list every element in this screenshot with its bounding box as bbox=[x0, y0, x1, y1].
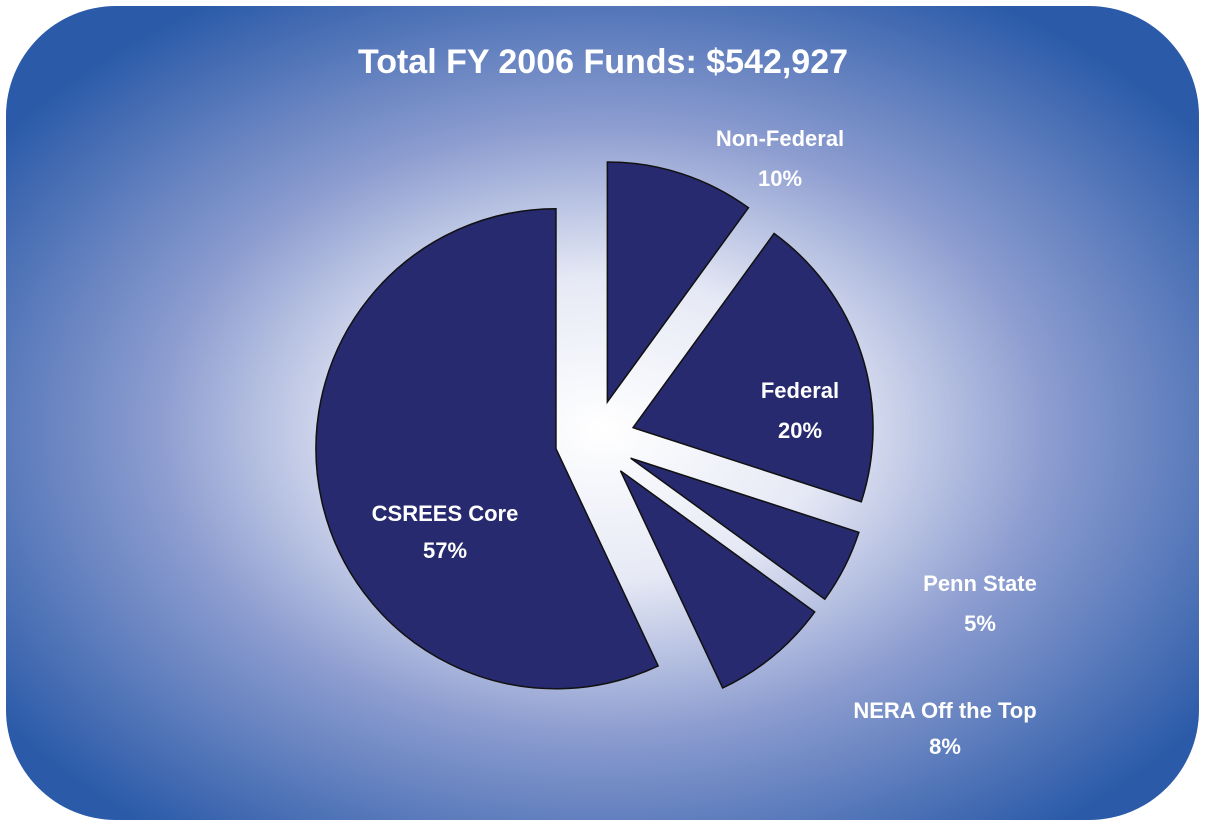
slice-value-label: 10% bbox=[758, 166, 802, 191]
pie-slice bbox=[630, 457, 860, 601]
slice-label: Penn State bbox=[923, 571, 1037, 596]
pie-slice bbox=[315, 207, 660, 690]
pie-slice bbox=[606, 161, 750, 405]
slice-label: Federal bbox=[761, 378, 839, 403]
pie-slice bbox=[619, 470, 816, 689]
slice-value-label: 5% bbox=[964, 611, 996, 636]
slice-label: Non-Federal bbox=[716, 126, 844, 151]
background bbox=[6, 6, 1199, 820]
slice-value-label: 8% bbox=[929, 734, 961, 759]
slice-label: CSREES Core bbox=[372, 501, 519, 526]
chart-title: Total FY 2006 Funds: $542,927 bbox=[358, 43, 848, 81]
slice-value-label: 20% bbox=[778, 418, 822, 443]
pie-slice bbox=[631, 232, 874, 503]
slice-label: NERA Off the Top bbox=[853, 698, 1036, 723]
slice-value-label: 57% bbox=[423, 538, 467, 563]
